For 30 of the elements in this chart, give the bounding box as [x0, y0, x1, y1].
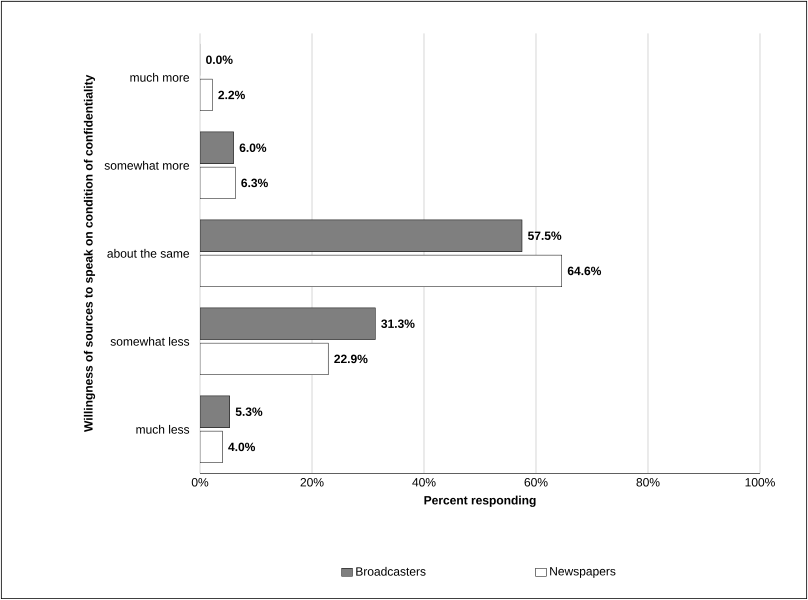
legend-label: Newspapers — [550, 567, 616, 578]
x-tick-label: 80% — [636, 478, 660, 487]
bar — [200, 396, 230, 428]
data-label: 5.3% — [236, 407, 262, 416]
data-label: 64.6% — [568, 266, 602, 276]
data-label: 22.9% — [334, 354, 368, 364]
x-tick-label: 100% — [746, 478, 775, 487]
data-label: 31.3% — [381, 319, 415, 328]
legend-label: Broadcasters — [356, 566, 426, 576]
data-label: 57.5% — [528, 232, 562, 240]
data-label: 2.2% — [218, 90, 245, 100]
x-tick-label: 40% — [412, 478, 436, 487]
y-tick-label: about the same — [107, 248, 190, 258]
y-tick-label: somewhat less — [110, 336, 190, 346]
bar — [200, 342, 329, 376]
data-label: 6.3% — [241, 178, 268, 188]
data-label: 0.0% — [206, 55, 233, 64]
x-tick-label: 20% — [300, 478, 324, 487]
bar — [200, 254, 562, 288]
y-tick-label: much less — [136, 424, 190, 434]
y-tick-label: somewhat more — [104, 160, 190, 170]
bar — [200, 166, 236, 200]
x-axis-title: Percent responding — [424, 496, 536, 507]
data-label: 6.0% — [240, 143, 266, 152]
y-tick-label: much more — [130, 72, 190, 82]
bar — [200, 132, 234, 164]
x-tick-label: 60% — [524, 478, 548, 487]
x-tick-label: 0% — [192, 478, 208, 487]
y-axis-title: Willingness of sources to speak on condition of confidentiality — [84, 74, 96, 432]
data-label: 4.0% — [228, 442, 256, 452]
